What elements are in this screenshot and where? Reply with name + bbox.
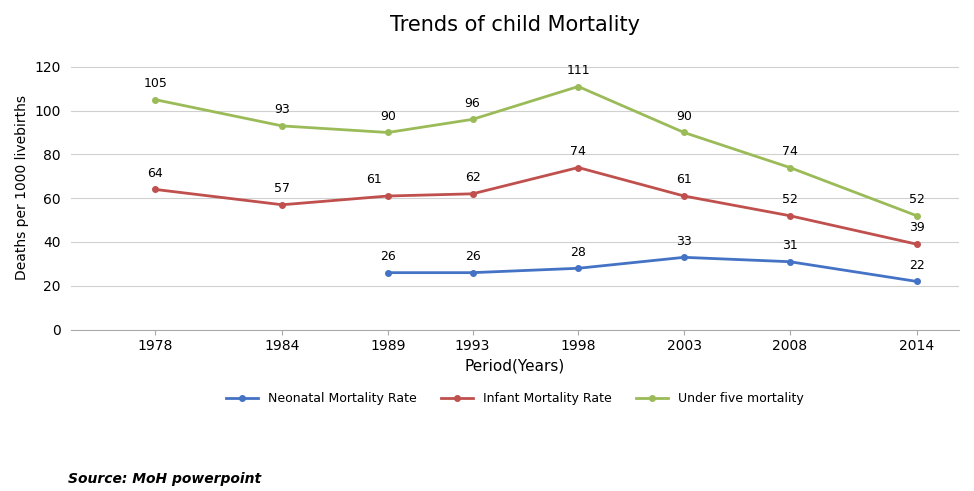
Text: 26: 26: [465, 250, 480, 263]
Line: Neonatal Mortality Rate: Neonatal Mortality Rate: [385, 254, 919, 284]
Infant Mortality Rate: [573, 164, 584, 170]
Text: 61: 61: [366, 173, 382, 186]
Text: 52: 52: [909, 193, 924, 206]
Neonatal Mortality Rate: [911, 278, 922, 284]
Legend: Neonatal Mortality Rate, Infant Mortality Rate, Under five mortality: Neonatal Mortality Rate, Infant Mortalit…: [221, 387, 808, 410]
Infant Mortality Rate: [784, 213, 796, 218]
Text: 33: 33: [676, 235, 692, 247]
Under five mortality: [678, 130, 690, 136]
Text: 61: 61: [676, 173, 692, 186]
Neonatal Mortality Rate: [784, 259, 796, 265]
Text: 111: 111: [567, 64, 590, 77]
Text: 22: 22: [909, 259, 924, 272]
Under five mortality: [784, 164, 796, 170]
Text: 62: 62: [465, 171, 480, 184]
Text: 74: 74: [782, 145, 798, 158]
Infant Mortality Rate: [149, 187, 161, 192]
Infant Mortality Rate: [382, 193, 393, 199]
Text: 31: 31: [782, 239, 798, 252]
Text: 90: 90: [676, 110, 692, 123]
Text: Source: MoH powerpoint: Source: MoH powerpoint: [68, 472, 261, 486]
Text: 64: 64: [147, 167, 163, 180]
Text: 57: 57: [274, 182, 290, 195]
Infant Mortality Rate: [678, 193, 690, 199]
Neonatal Mortality Rate: [467, 270, 478, 275]
Text: 74: 74: [571, 145, 586, 158]
Line: Under five mortality: Under five mortality: [153, 84, 919, 218]
Text: 52: 52: [782, 193, 798, 206]
Under five mortality: [467, 116, 478, 122]
Text: 26: 26: [380, 250, 395, 263]
X-axis label: Period(Years): Period(Years): [465, 359, 565, 374]
Infant Mortality Rate: [467, 191, 478, 197]
Title: Trends of child Mortality: Trends of child Mortality: [390, 15, 640, 35]
Neonatal Mortality Rate: [573, 265, 584, 271]
Text: 93: 93: [275, 103, 290, 116]
Infant Mortality Rate: [911, 241, 922, 247]
Under five mortality: [911, 213, 922, 218]
Text: 105: 105: [143, 77, 168, 90]
Under five mortality: [382, 130, 393, 136]
Text: 90: 90: [380, 110, 395, 123]
Text: 39: 39: [909, 221, 924, 235]
Text: 28: 28: [571, 246, 586, 259]
Infant Mortality Rate: [277, 202, 288, 208]
Under five mortality: [149, 97, 161, 103]
Y-axis label: Deaths per 1000 livebirths: Deaths per 1000 livebirths: [15, 95, 29, 280]
Line: Infant Mortality Rate: Infant Mortality Rate: [153, 165, 919, 247]
Under five mortality: [573, 83, 584, 89]
Neonatal Mortality Rate: [678, 254, 690, 260]
Text: 96: 96: [465, 97, 480, 109]
Neonatal Mortality Rate: [382, 270, 393, 275]
Under five mortality: [277, 123, 288, 129]
